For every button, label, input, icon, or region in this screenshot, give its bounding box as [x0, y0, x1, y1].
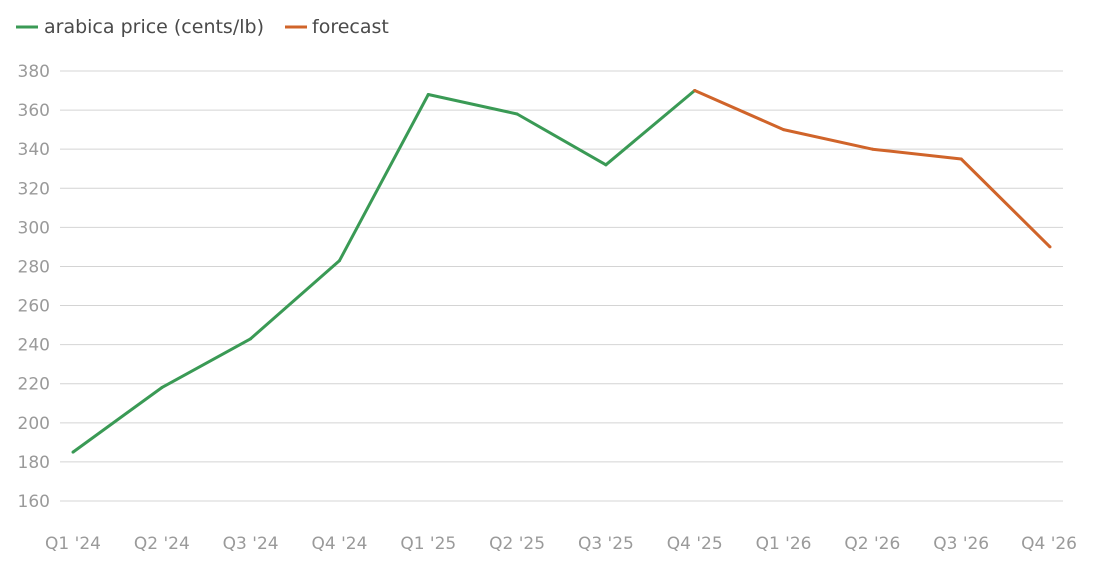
y-tick-label: 180 — [18, 453, 50, 473]
x-tick-label: Q1 '25 — [400, 534, 456, 554]
y-tick-label: 220 — [18, 375, 50, 395]
series-line-arabica — [72, 89, 696, 454]
x-tick-label: Q1 '26 — [756, 534, 812, 554]
x-tick-label: Q3 '26 — [933, 534, 989, 554]
y-tick-label: 320 — [18, 179, 50, 199]
y-tick-label: 200 — [18, 414, 50, 434]
x-tick-label: Q3 '24 — [223, 534, 279, 554]
x-tick-label: Q3 '25 — [578, 534, 634, 554]
x-tick-label: Q1 '24 — [45, 534, 101, 554]
data-point — [693, 89, 697, 93]
data-point — [870, 147, 874, 151]
legend: arabica price (cents/lb) forecast — [16, 16, 389, 38]
y-tick-label: 360 — [18, 101, 50, 121]
x-tick-label: Q2 '24 — [134, 534, 190, 554]
y-tick-label: 260 — [18, 297, 50, 317]
series-line-forecast — [694, 89, 1052, 248]
x-tick-label: Q4 '24 — [312, 534, 368, 554]
data-point — [337, 259, 341, 263]
y-axis-ticks: 160 180 200 220 240 260 280 300 320 340 360 380 — [18, 62, 50, 512]
series-lines — [71, 89, 1052, 454]
data-point — [959, 157, 963, 161]
legend-label-forecast: forecast — [312, 16, 389, 38]
y-tick-label: 380 — [18, 62, 50, 82]
data-point — [515, 112, 519, 116]
data-point — [249, 337, 253, 341]
x-tick-label: Q2 '25 — [489, 534, 545, 554]
data-point — [782, 128, 786, 132]
legend-label-arabica: arabica price (cents/lb) — [44, 16, 264, 38]
y-tick-label: 280 — [18, 257, 50, 277]
y-tick-label: 240 — [18, 336, 50, 356]
x-tick-label: Q2 '26 — [844, 534, 900, 554]
y-tick-label: 340 — [18, 140, 50, 160]
data-point — [160, 386, 164, 390]
data-point — [71, 450, 75, 454]
x-axis-ticks: Q1 '24 Q2 '24 Q3 '24 Q4 '24 Q1 '25 Q2 '25 Q3 '… — [45, 534, 1077, 554]
x-tick-label: Q4 '25 — [667, 534, 723, 554]
y-tick-label: 160 — [18, 492, 50, 512]
x-tick-label: Q4 '26 — [1021, 534, 1077, 554]
gridlines — [60, 70, 1063, 502]
data-point — [1048, 245, 1052, 249]
y-tick-label: 300 — [18, 218, 50, 238]
data-point — [426, 92, 430, 96]
data-point — [604, 163, 608, 167]
